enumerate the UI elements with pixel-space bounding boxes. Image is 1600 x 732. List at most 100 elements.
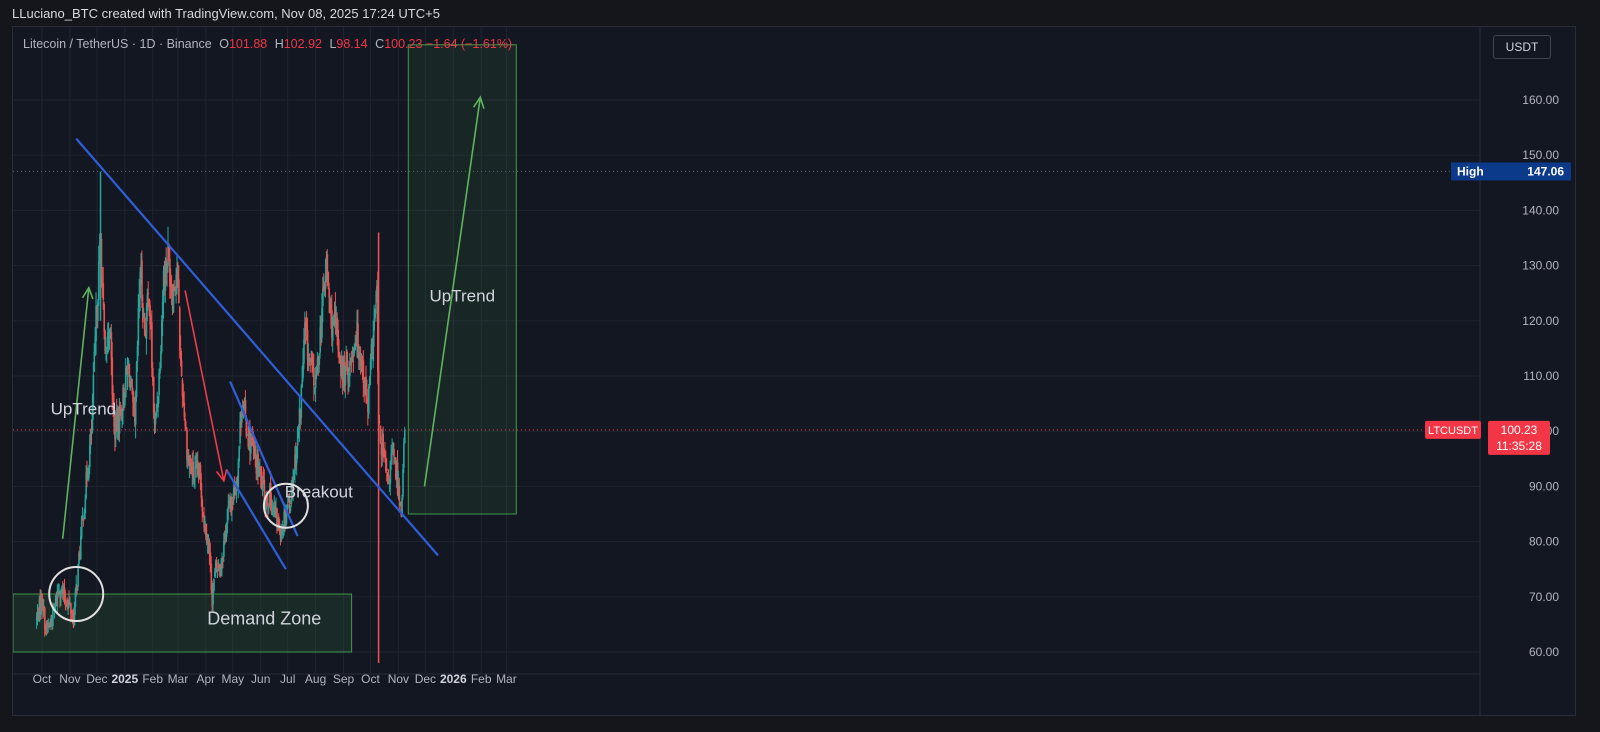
candle-body: [41, 593, 43, 603]
candle-body: [166, 267, 168, 271]
candle-body: [350, 356, 353, 363]
uptrend-arrow-right-head: [472, 95, 485, 109]
candle-body: [80, 536, 82, 560]
candle-body: [161, 301, 164, 322]
candle-body: [389, 460, 392, 484]
candle-body: [208, 540, 211, 555]
candle-body: [246, 434, 249, 436]
candle-body: [255, 456, 258, 474]
candle-body: [130, 381, 132, 386]
uptrend-arrow-left-shaft: [61, 287, 90, 539]
candle-body: [217, 562, 220, 572]
candle-body: [203, 515, 205, 528]
candle-body: [271, 508, 274, 515]
y-tick-label: 80.00: [1529, 535, 1559, 549]
candle-body: [97, 302, 99, 322]
bar-countdown: 11:35:28: [1496, 439, 1542, 453]
candle-body: [63, 587, 66, 601]
candle-body: [402, 469, 404, 497]
candle-body: [202, 512, 204, 517]
candle-body: [146, 294, 149, 311]
candle-body: [277, 517, 279, 529]
candle-body: [215, 561, 217, 572]
candle-body: [71, 615, 73, 617]
candle-body: [133, 402, 135, 409]
candle-body: [350, 358, 352, 360]
breakout-label: Breakout: [285, 482, 353, 501]
candle-body: [212, 589, 214, 605]
candle-body: [83, 511, 86, 518]
credit-line: LLuciano_BTC created with TradingView.co…: [12, 6, 440, 21]
candle-body: [200, 482, 203, 499]
candle-body: [237, 462, 240, 488]
candle-body: [70, 603, 72, 615]
currency-button[interactable]: USDT: [1493, 35, 1551, 59]
candle-body: [317, 356, 320, 364]
candle-body: [219, 565, 222, 571]
candle-body: [396, 462, 399, 495]
candle-body: [305, 320, 307, 330]
chart-panel[interactable]: 160.00 150.00 140.00 130.00 120.00 110.00 100.…: [12, 26, 1576, 716]
candle-body: [177, 271, 179, 281]
low-label: L: [329, 37, 337, 51]
candle-body: [60, 594, 62, 598]
candle-body: [138, 294, 141, 312]
candle-body: [223, 540, 225, 558]
candle-body: [336, 318, 339, 334]
candle-body: [222, 557, 224, 559]
candle-body: [359, 357, 362, 367]
candle-body: [366, 388, 368, 397]
candle-body: [288, 499, 291, 511]
candle-body: [107, 336, 110, 338]
candle-body: [188, 455, 190, 465]
candle-body: [323, 285, 326, 290]
last-price-tag: [1488, 420, 1550, 455]
uptrend-arrow-left: [61, 285, 94, 539]
price-chart[interactable]: 160.00 150.00 140.00 130.00 120.00 110.00 100.…: [13, 27, 1575, 715]
candle-body: [172, 285, 175, 313]
candle-body: [404, 429, 406, 444]
candle-body: [388, 480, 391, 482]
candle-body: [313, 367, 315, 386]
candle-body: [168, 244, 170, 258]
candle-body: [171, 291, 174, 311]
x-tick-label: Mar: [168, 672, 189, 686]
candle-body: [79, 552, 81, 557]
last-price-value: 100.23: [1501, 423, 1538, 437]
uptrend-target-box: [407, 44, 517, 515]
candle-body: [111, 357, 114, 395]
candle-body: [386, 468, 388, 472]
candle-body: [344, 367, 347, 386]
candle-body: [98, 242, 101, 262]
candle-body: [234, 490, 237, 494]
candle-body: [147, 293, 150, 295]
candle-body: [238, 446, 240, 462]
candle-body: [357, 323, 359, 349]
candle-body: [105, 348, 107, 350]
candle-body: [75, 584, 78, 594]
candle-body: [231, 502, 233, 510]
candle-body: [170, 285, 173, 294]
symbol-title[interactable]: Litecoin / TetherUS · 1D · Binance: [23, 37, 212, 51]
candle-body: [285, 511, 287, 526]
candle-body: [42, 605, 44, 612]
candle-body: [77, 563, 79, 587]
channel-lower-line: [225, 469, 287, 570]
candle-body: [102, 283, 105, 300]
candle-body: [107, 332, 109, 351]
candle-body: [290, 483, 293, 505]
candle-body: [242, 402, 245, 412]
candle-body: [141, 260, 143, 301]
channel-upper-line: [229, 381, 299, 537]
change-value: −1.64 (−1.61%): [425, 37, 513, 51]
candle-body: [196, 463, 198, 468]
candle-body: [263, 480, 266, 501]
candle-body: [247, 437, 249, 447]
candle-body: [228, 500, 231, 506]
candle-body: [38, 598, 41, 622]
candle-body: [37, 609, 40, 620]
candle-body: [262, 476, 265, 478]
candle-body: [158, 373, 160, 396]
candle-body: [108, 333, 111, 338]
